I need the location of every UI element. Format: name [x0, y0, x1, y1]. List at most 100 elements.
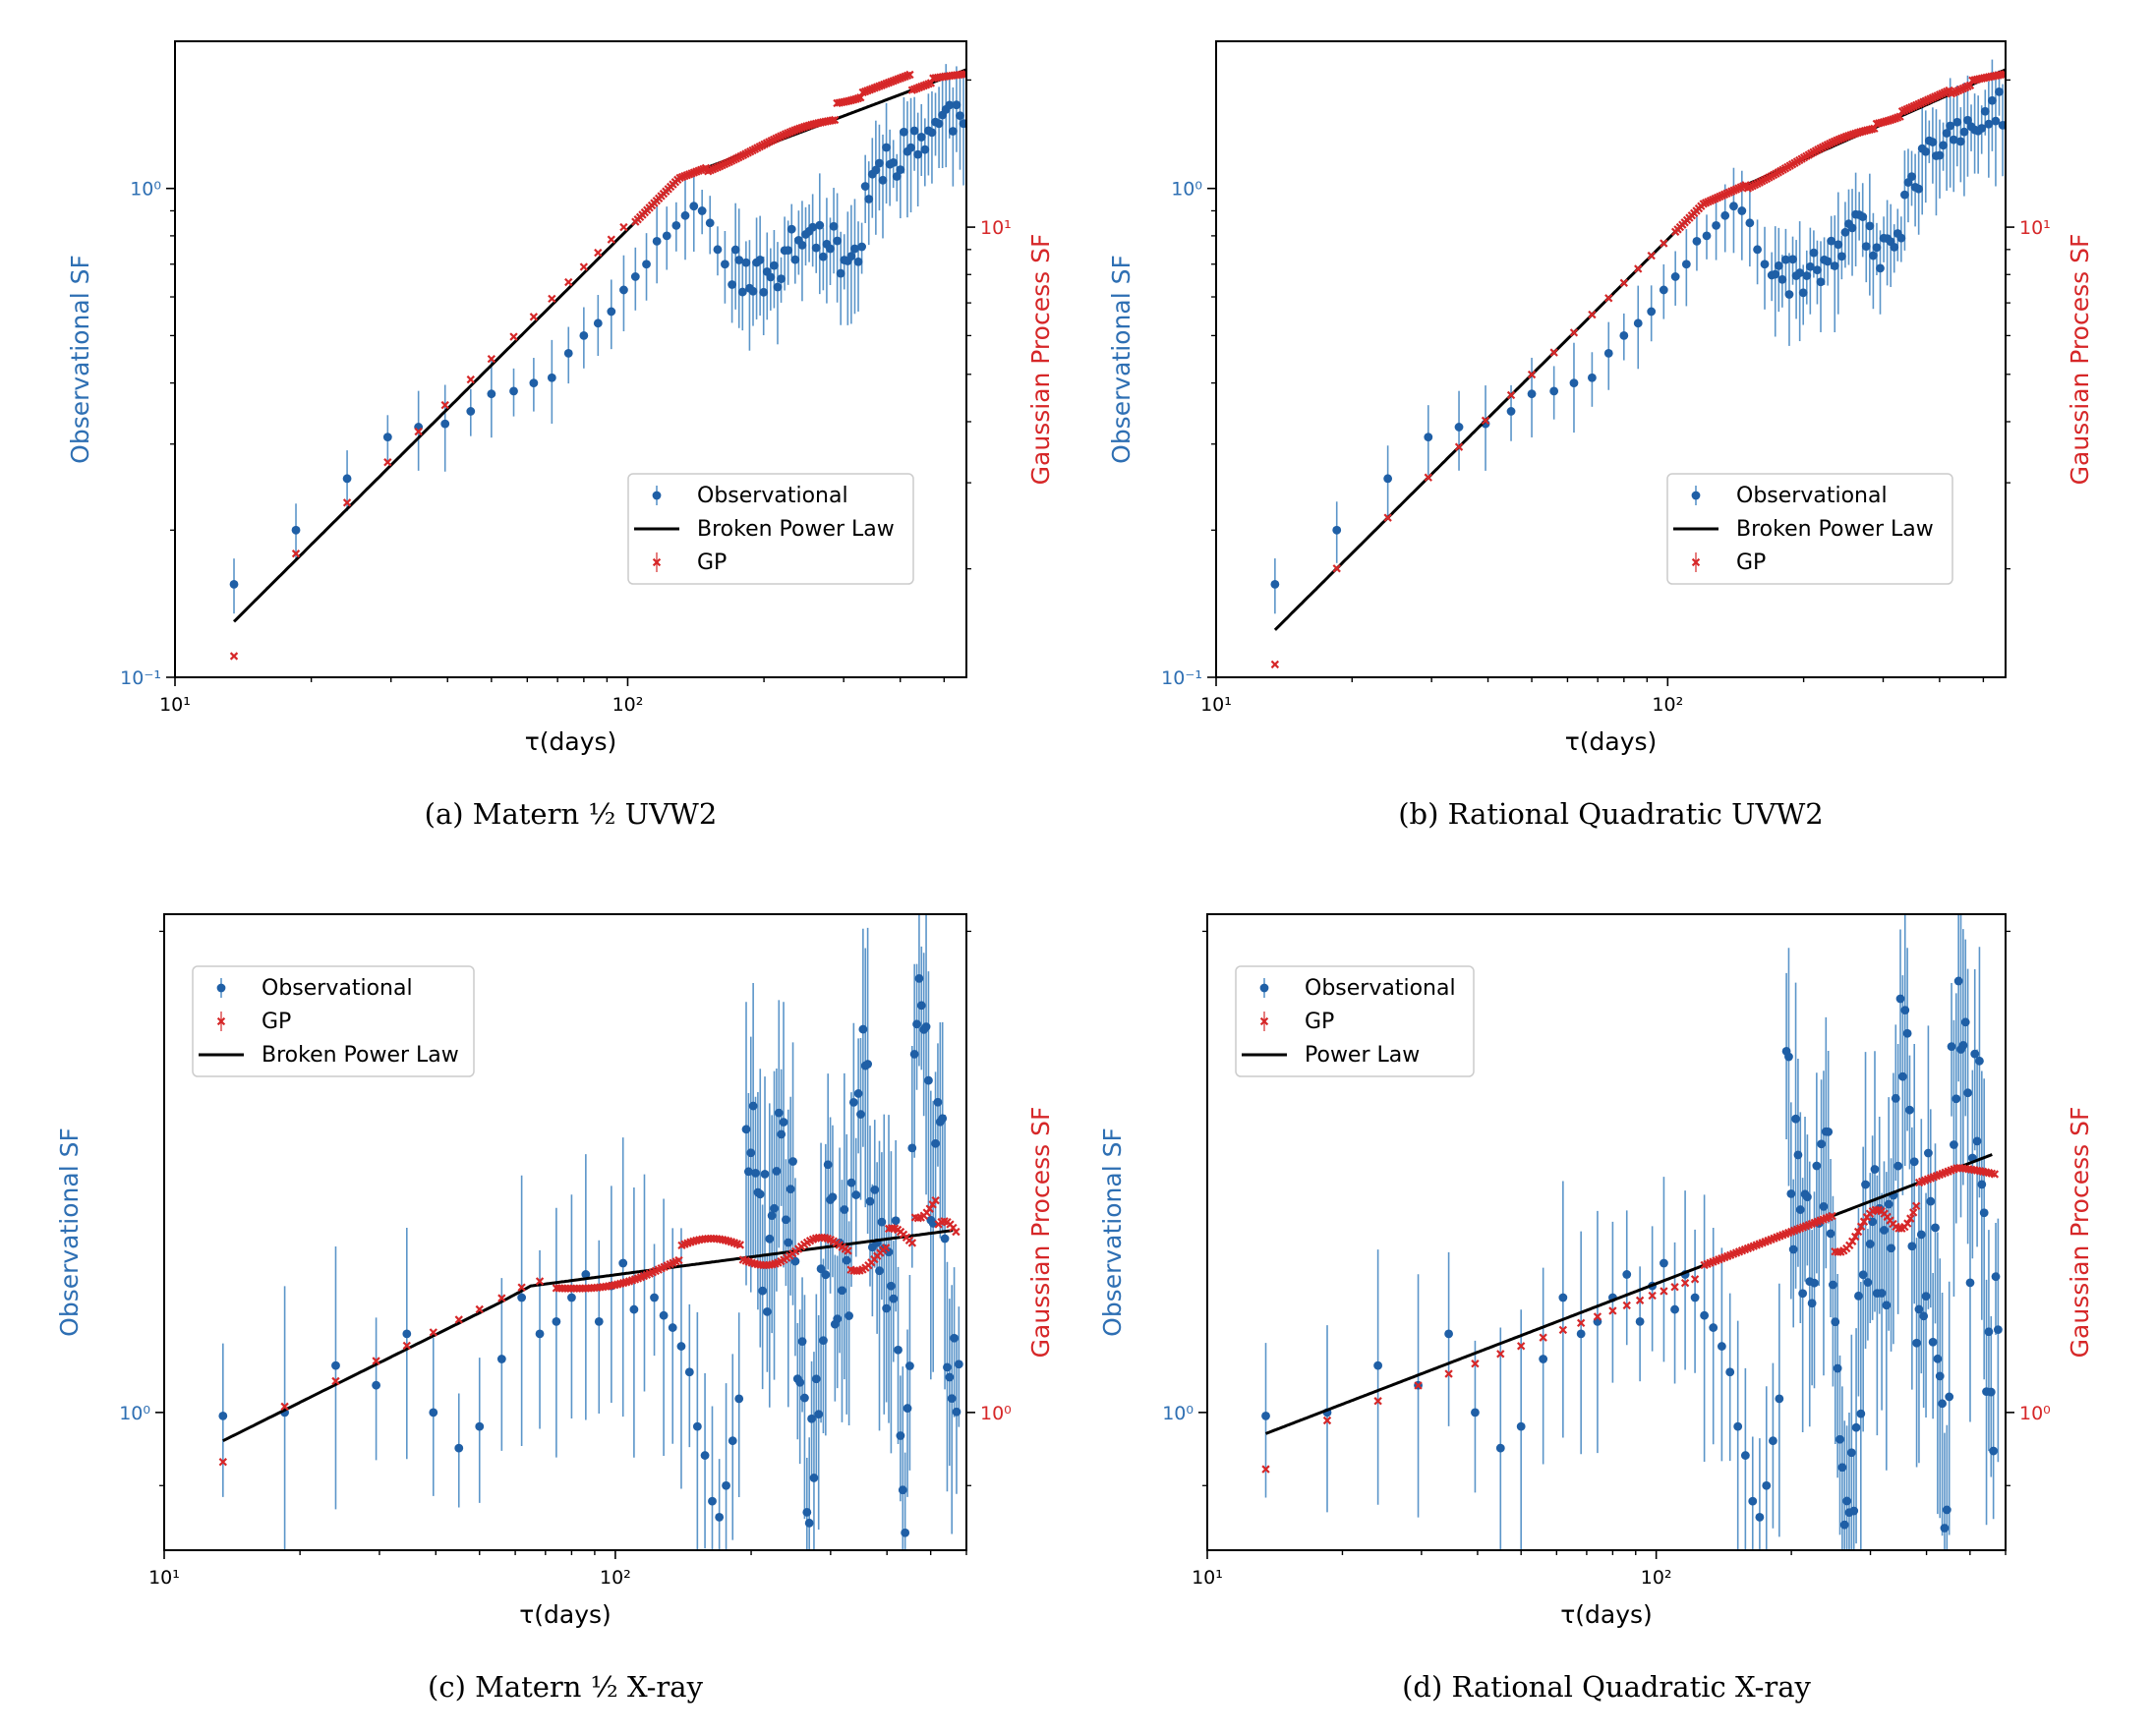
observational-point [1851, 1422, 1861, 1432]
observational-point [952, 1407, 961, 1417]
observational-point [728, 280, 736, 289]
observational-point [901, 1528, 910, 1537]
observational-point [857, 242, 866, 252]
x-axis-label: τ(days) [1560, 1600, 1653, 1629]
observational-point [593, 318, 603, 328]
observational-point [819, 1336, 828, 1346]
observational-point [840, 1205, 849, 1214]
y-axis-label: Observational SF [55, 1128, 84, 1337]
observational-point [797, 1337, 807, 1347]
gp-point [579, 262, 589, 271]
observational-point [668, 1323, 677, 1332]
observational-point [1931, 1223, 1940, 1233]
observational-point [535, 1329, 545, 1339]
y-tick-label: 10⁰ [130, 179, 161, 201]
gp-point [372, 1357, 380, 1365]
gp-point [454, 1315, 463, 1324]
legend-label: Observational [1305, 976, 1456, 1001]
observational-point [916, 133, 926, 142]
legend-label: Observational [697, 484, 848, 508]
gp-point [619, 222, 628, 232]
observational-point [797, 240, 807, 250]
observational-point [1587, 373, 1597, 382]
observational-point [734, 1394, 744, 1404]
observational-point [903, 1404, 912, 1413]
gp-point [1670, 1283, 1679, 1292]
observational-point [1831, 1317, 1840, 1327]
gp-point [440, 400, 449, 410]
observational-point [1900, 190, 1909, 200]
observational-point [1819, 1201, 1829, 1211]
observational-point [894, 1345, 903, 1355]
observational-point [1709, 1323, 1718, 1332]
gp-point [1909, 1208, 1918, 1217]
observational-point [1946, 121, 1955, 131]
gp-point [1635, 1296, 1645, 1304]
observational-point [671, 220, 681, 230]
observational-point [1907, 172, 1916, 182]
observational-point [454, 1443, 464, 1453]
observational-point [814, 1410, 824, 1419]
observational-point [1839, 1520, 1849, 1530]
observational-point [948, 127, 958, 136]
observational-point [811, 243, 821, 253]
observational-point [786, 224, 796, 234]
observational-point [1880, 1226, 1889, 1235]
observational-point [713, 245, 723, 255]
observational-point [954, 1360, 963, 1369]
observational-point [697, 206, 707, 215]
panel-c: 10¹ 10² 10⁰ 10⁰ τ(days) Observational SF Gauss… [55, 913, 1055, 1704]
fit-line [222, 1229, 954, 1443]
legend-observational-marker [1691, 491, 1701, 500]
observational-point [1702, 231, 1712, 241]
panel-caption: (a) Matern ½ UVW2 [425, 797, 718, 831]
gp-point [1604, 294, 1613, 303]
observational-point [1963, 1088, 1973, 1098]
observational-point [1784, 290, 1794, 299]
observational-point [607, 307, 616, 317]
plot-area [1270, 59, 2006, 669]
axes-frame [163, 913, 967, 1551]
observational-point [947, 1394, 957, 1404]
observational-point [1858, 212, 1868, 221]
observational-point [1753, 245, 1762, 255]
observational-point [1979, 1208, 1989, 1218]
legend-label: GP [262, 1010, 291, 1034]
observational-point [870, 1186, 880, 1194]
legend-label: Broken Power Law [1736, 517, 1934, 542]
observational-point [773, 282, 783, 292]
observational-point [579, 331, 589, 340]
observational-point [1748, 1496, 1758, 1506]
observational-point [748, 286, 758, 296]
legend-label: GP [1736, 550, 1766, 575]
observational-point [846, 1178, 856, 1187]
observational-point [1495, 1443, 1505, 1453]
x-tick-label: 10² [600, 1567, 631, 1589]
observational-point [1569, 378, 1579, 387]
observational-point [1692, 236, 1702, 246]
observational-point [1986, 1387, 1996, 1397]
observational-point [1516, 1421, 1526, 1431]
gp-point [674, 1255, 683, 1265]
y-tick-label: 10⁰ [1171, 179, 1202, 201]
observational-point [808, 222, 818, 232]
observational-point [1884, 1199, 1893, 1209]
y-tick-label: 10⁻¹ [120, 667, 161, 689]
observational-point [1812, 1161, 1822, 1171]
plot-area [218, 914, 963, 1550]
observational-point [931, 1138, 940, 1148]
observational-point [1740, 1451, 1750, 1460]
observational-point [440, 419, 450, 429]
gp-point [529, 313, 539, 321]
legend-observational-marker [1259, 983, 1269, 993]
observational-point [875, 1266, 884, 1276]
x-tick-label: 10¹ [148, 1567, 180, 1589]
observational-point [927, 128, 937, 138]
gp-point [1828, 1211, 1836, 1221]
observational-point [907, 1143, 917, 1153]
observational-point [1549, 386, 1559, 396]
observational-point [662, 231, 671, 241]
observational-point [1798, 288, 1808, 298]
observational-point [1836, 252, 1846, 261]
